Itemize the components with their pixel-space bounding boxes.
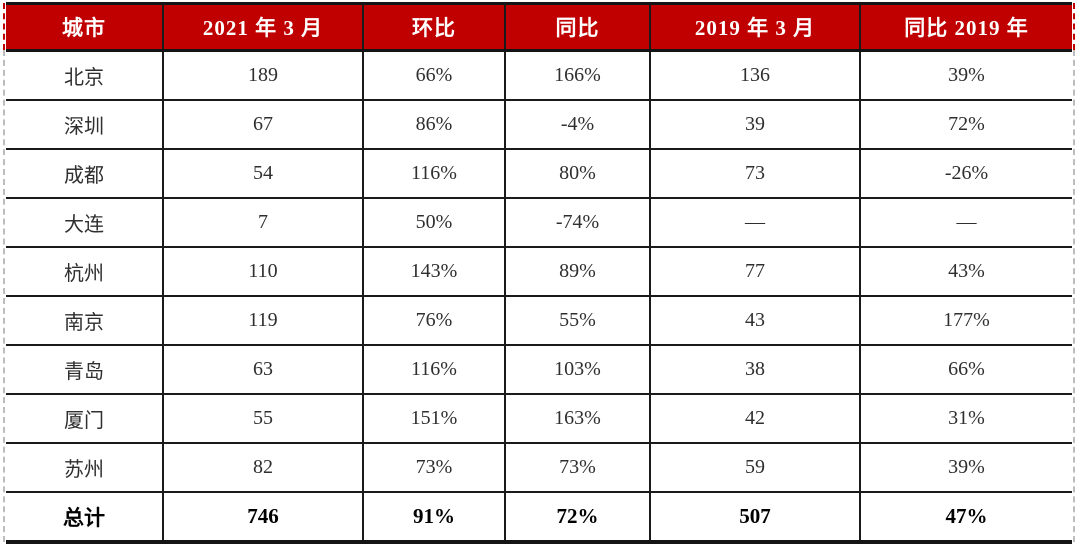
value-cell: 55 bbox=[162, 394, 363, 444]
value-cell: 39% bbox=[859, 443, 1072, 493]
value-cell: 151% bbox=[362, 394, 505, 444]
value-cell: 39 bbox=[649, 100, 860, 150]
header-cell-mom: 环比 bbox=[362, 3, 505, 52]
value-cell: -4% bbox=[504, 100, 650, 150]
value-cell: 73 bbox=[649, 149, 860, 199]
value-cell: 163% bbox=[504, 394, 650, 444]
left-edge-dashed-line bbox=[3, 50, 5, 542]
city-stats-table: 城市 2021 年 3 月 环比 同比 2019 年 3 月 同比 2019 年… bbox=[6, 2, 1072, 544]
value-cell: 89% bbox=[504, 247, 650, 297]
value-cell: 77 bbox=[649, 247, 860, 297]
city-cell: 厦门 bbox=[6, 394, 163, 444]
value-cell: 50% bbox=[362, 198, 505, 248]
value-cell: 110 bbox=[162, 247, 363, 297]
table-row-chengdu: 成都 54 116% 80% 73 -26% bbox=[6, 149, 1072, 199]
right-edge-dashed-line-header bbox=[1073, 3, 1075, 50]
table-row-dalian: 大连 7 50% -74% — — bbox=[6, 198, 1072, 248]
value-cell: 189 bbox=[162, 50, 363, 101]
value-cell: 76% bbox=[362, 296, 505, 346]
value-cell: 39% bbox=[859, 50, 1072, 101]
value-cell: 66% bbox=[362, 50, 505, 101]
header-cell-vs-2019: 同比 2019 年 bbox=[859, 3, 1072, 52]
city-cell: 大连 bbox=[6, 198, 163, 248]
value-cell: 82 bbox=[162, 443, 363, 493]
total-value-cell: 72% bbox=[504, 492, 650, 542]
value-cell: 116% bbox=[362, 345, 505, 395]
value-cell: -26% bbox=[859, 149, 1072, 199]
table-row-beijing: 北京 189 66% 166% 136 39% bbox=[6, 50, 1072, 101]
table-row-shenzhen: 深圳 67 86% -4% 39 72% bbox=[6, 100, 1072, 150]
right-edge-dashed-line bbox=[1073, 50, 1075, 542]
city-cell: 成都 bbox=[6, 149, 163, 199]
value-cell: 59 bbox=[649, 443, 860, 493]
value-cell: 66% bbox=[859, 345, 1072, 395]
total-label-cell: 总计 bbox=[63, 505, 105, 530]
value-cell: — bbox=[859, 198, 1072, 248]
value-cell: 7 bbox=[162, 198, 363, 248]
value-cell: 38 bbox=[649, 345, 860, 395]
header-cell-2019-mar: 2019 年 3 月 bbox=[649, 3, 860, 52]
header-cell-city: 城市 bbox=[6, 3, 163, 52]
value-cell: 86% bbox=[362, 100, 505, 150]
value-cell: 136 bbox=[649, 50, 860, 101]
table-row-total: 总计 746 91% 72% 507 47% bbox=[6, 492, 1072, 542]
value-cell: 43% bbox=[859, 247, 1072, 297]
value-cell: 67 bbox=[162, 100, 363, 150]
city-cell: 北京 bbox=[6, 50, 163, 101]
city-cell: 苏州 bbox=[6, 443, 163, 493]
total-value-cell: 507 bbox=[649, 492, 860, 542]
value-cell: 177% bbox=[859, 296, 1072, 346]
value-cell: 143% bbox=[362, 247, 505, 297]
value-cell: 80% bbox=[504, 149, 650, 199]
header-row: 城市 2021 年 3 月 环比 同比 2019 年 3 月 同比 2019 年 bbox=[6, 3, 1072, 52]
value-cell: 63 bbox=[162, 345, 363, 395]
city-cell: 青岛 bbox=[6, 345, 163, 395]
table-row-hangzhou: 杭州 110 143% 89% 77 43% bbox=[6, 247, 1072, 297]
value-cell: -74% bbox=[504, 198, 650, 248]
table-row-suzhou: 苏州 82 73% 73% 59 39% bbox=[6, 443, 1072, 493]
value-cell: 73% bbox=[504, 443, 650, 493]
value-cell: 166% bbox=[504, 50, 650, 101]
value-cell: 43 bbox=[649, 296, 860, 346]
header-cell-2021-mar: 2021 年 3 月 bbox=[162, 3, 363, 52]
total-value-cell: 91% bbox=[362, 492, 505, 542]
header-cell-yoy: 同比 bbox=[504, 3, 650, 52]
value-cell: 55% bbox=[504, 296, 650, 346]
city-cell: 南京 bbox=[6, 296, 163, 346]
total-value-cell: 47% bbox=[859, 492, 1072, 542]
table-row-nanjing: 南京 119 76% 55% 43 177% bbox=[6, 296, 1072, 346]
value-cell: 103% bbox=[504, 345, 650, 395]
left-edge-dashed-line-header bbox=[3, 3, 5, 50]
value-cell: — bbox=[649, 198, 860, 248]
total-value-cell: 746 bbox=[162, 492, 363, 542]
value-cell: 31% bbox=[859, 394, 1072, 444]
city-cell: 杭州 bbox=[6, 247, 163, 297]
value-cell: 54 bbox=[162, 149, 363, 199]
value-cell: 42 bbox=[649, 394, 860, 444]
city-cell: 深圳 bbox=[6, 100, 163, 150]
value-cell: 73% bbox=[362, 443, 505, 493]
value-cell: 116% bbox=[362, 149, 505, 199]
table-row-qingdao: 青岛 63 116% 103% 38 66% bbox=[6, 345, 1072, 395]
value-cell: 72% bbox=[859, 100, 1072, 150]
table-row-xiamen: 厦门 55 151% 163% 42 31% bbox=[6, 394, 1072, 444]
value-cell: 119 bbox=[162, 296, 363, 346]
